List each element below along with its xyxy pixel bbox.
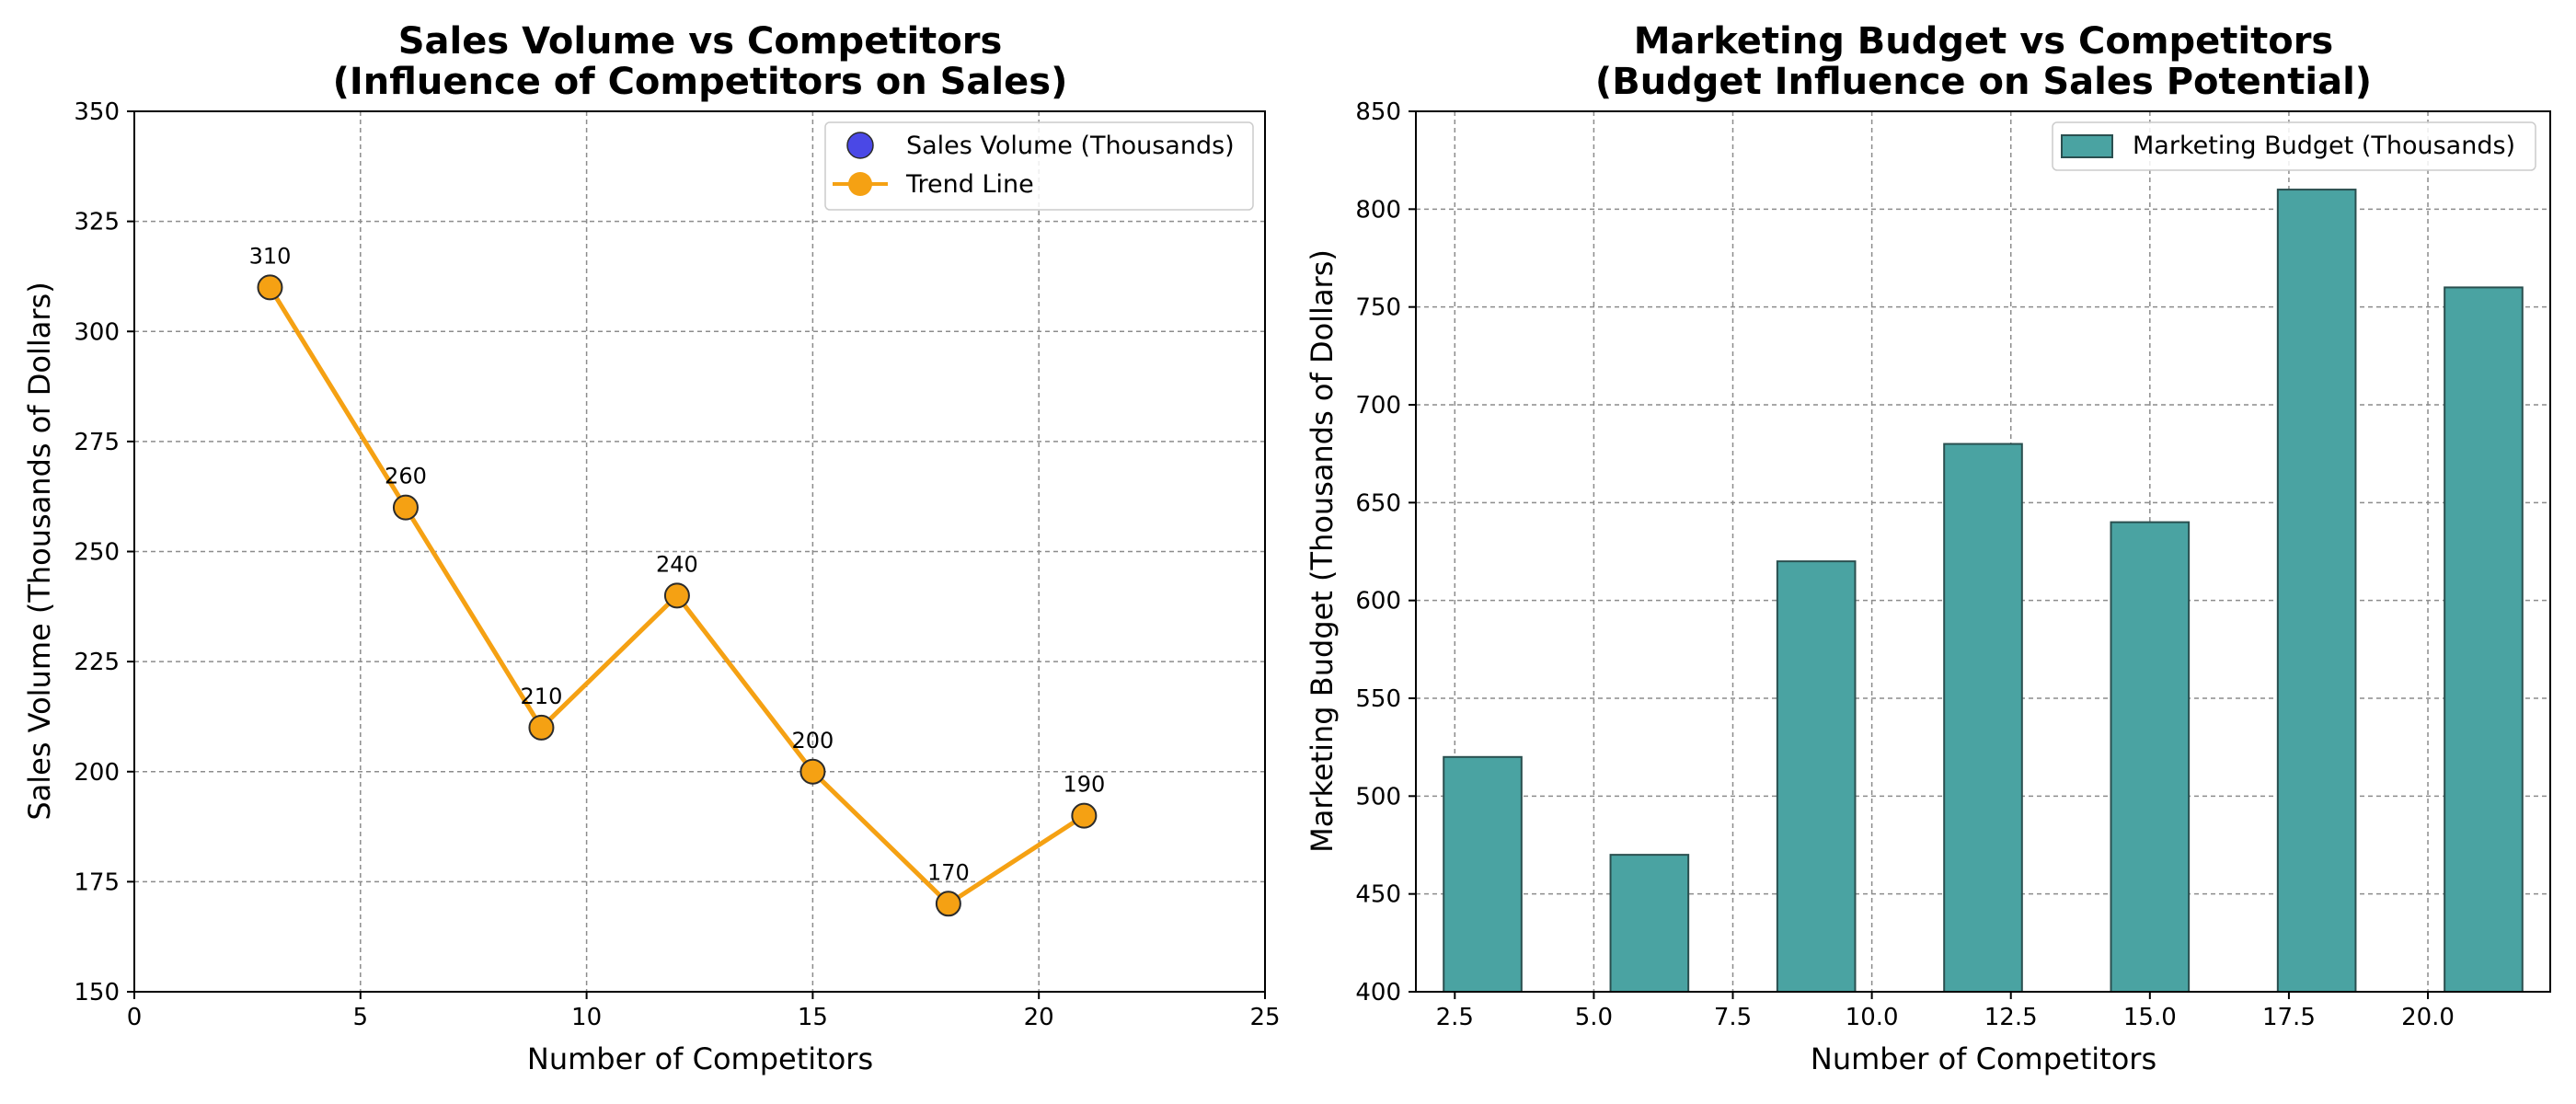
legend-scatter-marker <box>846 132 874 159</box>
sales-data-label: 240 <box>656 551 698 577</box>
chart1-legend: Sales Volume (Thousands) Trend Line <box>824 121 1254 211</box>
chart1-x-tick-label: 25 <box>1249 1004 1280 1031</box>
chart2-x-tick-label: 20.0 <box>2401 1004 2455 1031</box>
sales-point <box>1071 802 1098 829</box>
chart2-legend-entry-marketing-budget: Marketing Budget (Thousands) <box>2133 132 2515 160</box>
chart1-y-tick-label: 250 <box>74 539 120 567</box>
chart2-x-tick-label: 2.5 <box>1436 1004 1474 1031</box>
chart2-y-tick-label: 750 <box>1355 294 1401 322</box>
chart1-y-tick-label: 300 <box>74 318 120 346</box>
marketing-budget-bar <box>1609 854 1690 994</box>
chart1-title-line1: Sales Volume vs Competitors <box>398 20 1003 63</box>
marketing-budget-bar <box>1776 560 1857 994</box>
sales-data-label: 310 <box>249 243 292 269</box>
chart2-x-tick-label: 12.5 <box>1984 1004 2038 1031</box>
marketing-budget-bar <box>1943 443 2023 993</box>
chart1-y-tick-label: 150 <box>74 979 120 1006</box>
chart2-legend-box <box>2052 121 2536 171</box>
marketing-budget-bar <box>2444 286 2524 993</box>
marketing-budget-bar <box>2110 521 2191 993</box>
chart1-legend-entry-trend-line: Trend Line <box>905 170 1034 199</box>
sales-data-label: 210 <box>521 684 563 709</box>
chart1-x-tick-label: 15 <box>798 1004 828 1031</box>
chart2-y-tick-label: 500 <box>1355 783 1401 811</box>
chart1-y-tick-label: 325 <box>74 209 120 236</box>
chart2-x-tick-label: 7.5 <box>1714 1004 1752 1031</box>
chart2-y-tick-label: 450 <box>1355 881 1401 909</box>
chart1-grid <box>133 110 1266 993</box>
chart1-x-axis-label: Number of Competitors <box>527 1041 873 1076</box>
legend-trend-marker <box>848 172 872 196</box>
sales-point <box>528 714 555 741</box>
sales-volume-chart: Sales Volume vs Competitors (Influence o… <box>22 20 1281 1076</box>
chart2-title-line2: (Budget Influence on Sales Potential) <box>1595 61 2372 103</box>
chart2-ticks: 2.5 5.0 7.5 10.0 12.5 15.0 17.5 20.0 400 450 500 55… <box>1355 98 2455 1031</box>
sales-point <box>935 891 961 917</box>
chart2-x-axis-label: Number of Competitors <box>1811 1041 2156 1076</box>
chart2-y-axis-label: Marketing Budget (Thousands of Dollars) <box>1305 249 1340 853</box>
chart1-legend-box <box>824 121 1254 211</box>
sales-data-label: 200 <box>791 728 834 753</box>
chart2-y-tick-label: 850 <box>1355 98 1401 126</box>
sales-point <box>663 582 690 609</box>
chart1-y-tick-label: 200 <box>74 759 120 787</box>
chart1-legend-entry-sales-volume: Sales Volume (Thousands) <box>906 132 1235 160</box>
chart2-x-tick-label: 5.0 <box>1575 1004 1613 1031</box>
chart2-y-tick-label: 400 <box>1355 979 1401 1006</box>
sales-point <box>257 274 283 301</box>
chart1-x-tick-label: 0 <box>127 1004 143 1031</box>
marketing-budget-bar <box>2276 189 2357 994</box>
chart2-legend: Marketing Budget (Thousands) <box>2052 121 2536 171</box>
sales-point <box>799 758 826 785</box>
chart1-y-tick-label: 175 <box>74 868 120 896</box>
chart2-x-tick-label: 17.5 <box>2262 1004 2316 1031</box>
chart1-x-tick-label: 5 <box>353 1004 369 1031</box>
chart1-y-tick-label: 275 <box>74 429 120 456</box>
chart1-x-tick-label: 20 <box>1024 1004 1054 1031</box>
legend-bar-swatch <box>2061 134 2113 158</box>
chart1-title-line2: (Influence of Competitors on Sales) <box>333 61 1068 103</box>
chart2-x-tick-label: 10.0 <box>1846 1004 1899 1031</box>
sales-data-label: 190 <box>1063 772 1105 798</box>
sales-point <box>392 494 419 521</box>
marketing-budget-bar <box>1443 755 1523 993</box>
chart1-plot-area: 310 260 210 240 200 170 190 <box>249 243 1105 917</box>
chart2-axes-frame <box>1415 110 2551 993</box>
chart2-y-tick-label: 550 <box>1355 685 1401 713</box>
chart1-x-tick-label: 10 <box>571 1004 602 1031</box>
chart1-ticks: 0 5 10 15 20 25 150 175 200 225 250 275 300 325 350 <box>74 98 1280 1031</box>
chart1-y-axis-label: Sales Volume (Thousands of Dollars) <box>22 282 57 820</box>
chart2-plot-area <box>1443 189 2524 994</box>
sales-data-label: 260 <box>385 464 427 489</box>
sales-data-label: 170 <box>927 859 970 885</box>
chart2-y-tick-label: 600 <box>1355 588 1401 615</box>
chart2-title-line1: Marketing Budget vs Competitors <box>1634 20 2334 63</box>
chart2-x-tick-label: 15.0 <box>2123 1004 2177 1031</box>
chart1-y-tick-label: 350 <box>74 98 120 126</box>
chart2-y-tick-label: 700 <box>1355 392 1401 420</box>
chart2-y-tick-label: 650 <box>1355 489 1401 517</box>
chart1-y-tick-label: 225 <box>74 649 120 676</box>
chart2-y-tick-label: 800 <box>1355 196 1401 224</box>
marketing-budget-chart: Marketing Budget vs Competitors (Budget … <box>1305 20 2551 1076</box>
